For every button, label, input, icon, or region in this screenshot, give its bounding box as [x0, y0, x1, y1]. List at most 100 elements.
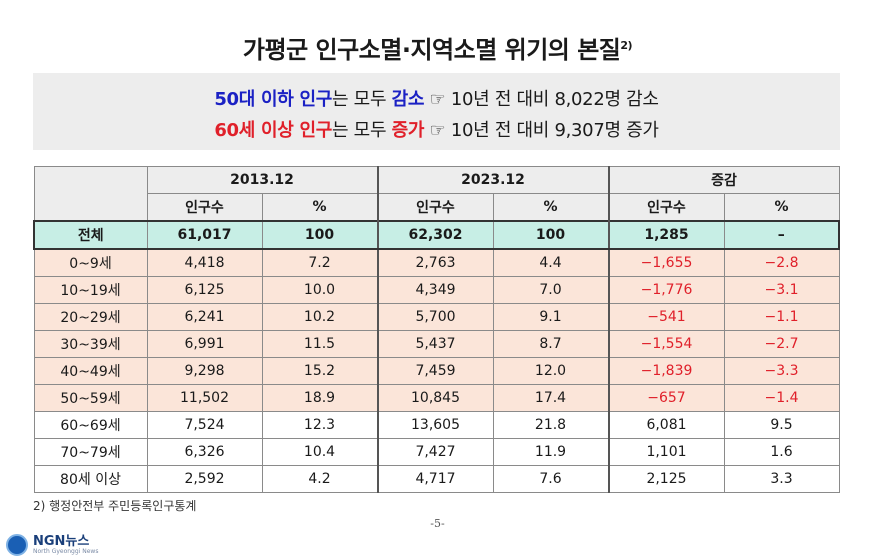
table-cell: 12.0 [492, 357, 610, 385]
table-cell: 7,459 [377, 357, 494, 385]
table-cell: 3.3 [723, 465, 840, 493]
table-cell: −1,554 [608, 330, 725, 358]
table-row: 10~19세 6,125 10.0 4,349 7.0 −1,776 −3.1 [33, 276, 840, 304]
table-cell: 5,437 [377, 330, 494, 358]
table-cell: −3.1 [723, 276, 840, 304]
population-table: 2013.12 2023.12 증감 인구수 % 인구수 % 인구수 % 전체 6… [33, 166, 840, 493]
table-cell: 100 [492, 220, 610, 250]
table-cell: – [723, 220, 840, 250]
table-cell: 10.0 [261, 276, 379, 304]
pointing-hand-icon: ☞ [429, 120, 446, 141]
table-cell: 4,418 [146, 248, 263, 277]
summary-key-decrease: 감소 [391, 89, 425, 110]
row-label: 0~9세 [33, 248, 148, 277]
table-cell: 4,717 [377, 465, 494, 493]
table-cell: 6,991 [146, 330, 263, 358]
page-number: -5- [430, 517, 445, 530]
table-cell: 17.4 [492, 384, 610, 412]
table-row: 30~39세 6,991 11.5 5,437 8.7 −1,554 −2.7 [33, 330, 840, 358]
group-header-2023: 2023.12 [377, 166, 610, 194]
table-row: 80세 이상 2,592 4.2 4,717 7.6 2,125 3.3 [33, 465, 840, 493]
table-cell: 21.8 [492, 411, 610, 439]
table-cell: 6,081 [608, 411, 725, 439]
table-cell: 4,349 [377, 276, 494, 304]
summary-text: 는 모두 [332, 89, 392, 110]
table-cell: 1,285 [608, 220, 725, 250]
table-cell: −541 [608, 303, 725, 331]
table-cell: 4.4 [492, 248, 610, 277]
table-cell: −3.3 [723, 357, 840, 385]
table-cell: 10.2 [261, 303, 379, 331]
table-cell: 13,605 [377, 411, 494, 439]
globe-icon [6, 534, 28, 556]
table-cell: 6,125 [146, 276, 263, 304]
group-header-change: 증감 [608, 166, 840, 194]
table-cell: 8.7 [492, 330, 610, 358]
table-cell: 2,125 [608, 465, 725, 493]
table-row: 50~59세 11,502 18.9 10,845 17.4 −657 −1.4 [33, 384, 840, 412]
title-text: 가평군 인구소멸·지역소멸 위기의 본질 [242, 36, 621, 64]
table-cell: 1.6 [723, 438, 840, 466]
row-label: 60~69세 [33, 411, 148, 439]
row-label: 50~59세 [33, 384, 148, 412]
table-cell: 11.5 [261, 330, 379, 358]
table-cell: −657 [608, 384, 725, 412]
table-cell: 6,326 [146, 438, 263, 466]
table-cell: 7,427 [377, 438, 494, 466]
table-cell: 9.5 [723, 411, 840, 439]
table-cell: 9.1 [492, 303, 610, 331]
table-body: 전체 61,017 100 62,302 100 1,285–0~9세 4,418 7.2 2,… [33, 220, 840, 493]
subheader-cell: % [723, 193, 840, 222]
table-cell: 7.0 [492, 276, 610, 304]
subheader-row: 인구수 % 인구수 % 인구수 % [34, 193, 840, 222]
table-cell: 2,592 [146, 465, 263, 493]
table-row: 20~29세 6,241 10.2 5,700 9.1 −541 −1.1 [33, 303, 840, 331]
table-cell: −1.1 [723, 303, 840, 331]
table-cell: 12.3 [261, 411, 379, 439]
table-cell: 5,700 [377, 303, 494, 331]
table-row: 40~49세 9,298 15.2 7,459 12.0 −1,839 −3.3 [33, 357, 840, 385]
table-cell: 62,302 [377, 220, 494, 250]
subheader-cell: % [492, 193, 610, 222]
table-cell: 10.4 [261, 438, 379, 466]
table-cell: 7.6 [492, 465, 610, 493]
subheader-cell: 인구수 [146, 193, 263, 222]
subheader-cell: 인구수 [377, 193, 494, 222]
summary-detail: 10년 전 대비 9,307명 증가 [445, 120, 659, 141]
summary-box: 50대 이하 인구는 모두 감소 ☞ 10년 전 대비 8,022명 감소 60… [33, 73, 840, 150]
row-label: 80세 이상 [33, 465, 148, 493]
summary-key-increase: 증가 [391, 120, 425, 141]
table-cell: 61,017 [146, 220, 263, 250]
table-row: 70~79세 6,326 10.4 7,427 11.9 1,101 1.6 [33, 438, 840, 466]
table-cell: 2,763 [377, 248, 494, 277]
table-row: 60~69세 7,524 12.3 13,605 21.8 6,081 9.5 [33, 411, 840, 439]
population-table-container: 2013.12 2023.12 증감 인구수 % 인구수 % 인구수 % 전체 6… [33, 166, 840, 493]
table-cell: −1.4 [723, 384, 840, 412]
row-label: 70~79세 [33, 438, 148, 466]
table-cell: 11.9 [492, 438, 610, 466]
logo-name: NGN뉴스 [33, 533, 90, 549]
row-label: 20~29세 [33, 303, 148, 331]
table-row: 0~9세 4,418 7.2 2,763 4.4 −1,655 −2.8 [33, 248, 840, 277]
row-label: 전체 [33, 220, 148, 250]
corner-cell [33, 166, 148, 222]
summary-detail: 10년 전 대비 8,022명 감소 [445, 89, 659, 110]
table-cell: −1,839 [608, 357, 725, 385]
table-cell: 7,524 [146, 411, 263, 439]
page-title: 가평군 인구소멸·지역소멸 위기의 본질2) [0, 30, 875, 65]
table-cell: 100 [261, 220, 379, 250]
table-cell: −2.7 [723, 330, 840, 358]
summary-line-decrease: 50대 이하 인구는 모두 감소 ☞ 10년 전 대비 8,022명 감소 [33, 85, 840, 111]
logo-subtitle: North Gyeonggi News [33, 547, 99, 555]
group-header-row: 2013.12 2023.12 증감 [33, 166, 840, 222]
subheader-cell: 인구수 [608, 193, 725, 222]
summary-text: 는 모두 [332, 120, 392, 141]
row-label: 10~19세 [33, 276, 148, 304]
pointing-hand-icon: ☞ [429, 89, 446, 110]
row-label: 40~49세 [33, 357, 148, 385]
table-cell: 1,101 [608, 438, 725, 466]
table-cell: 9,298 [146, 357, 263, 385]
ngn-news-logo: NGN뉴스 North Gyeonggi News [6, 534, 98, 556]
table-cell: 18.9 [261, 384, 379, 412]
summary-line-increase: 60세 이상 인구는 모두 증가 ☞ 10년 전 대비 9,307명 증가 [33, 116, 840, 142]
